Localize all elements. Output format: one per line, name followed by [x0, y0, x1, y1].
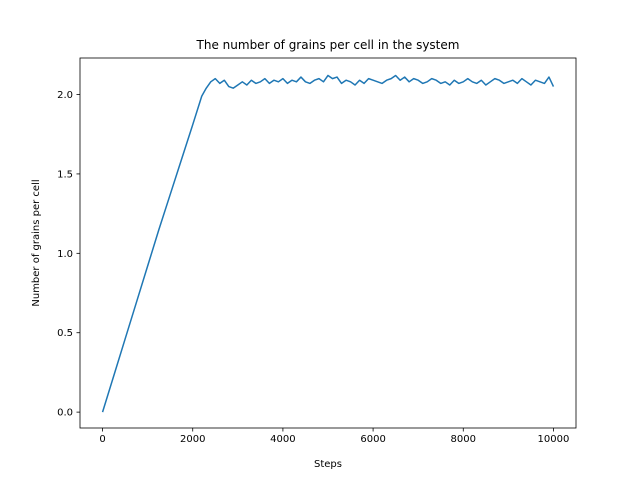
x-axis-label: Steps [314, 459, 342, 470]
x-tick-label: 6000 [360, 434, 385, 445]
y-tick-label: 1.5 [57, 169, 73, 180]
x-axis-ticks: 0 2000 4000 6000 8000 10000 [99, 428, 569, 445]
y-axis-label: Number of grains per cell [31, 179, 42, 306]
x-tick-label: 2000 [180, 434, 205, 445]
y-tick-label: 1.0 [57, 249, 73, 260]
series-line-0 [101, 74, 555, 413]
plot-area [101, 74, 555, 413]
y-axis-ticks: 0.0 0.5 1.0 1.5 2.0 [57, 90, 80, 419]
y-tick-label: 0.0 [57, 408, 73, 419]
axes-frame [79, 57, 577, 429]
x-tick-label: 4000 [270, 434, 295, 445]
chart-title: The number of grains per cell in the sys… [196, 38, 460, 52]
y-tick-label: 2.0 [57, 90, 73, 101]
y-tick-label: 0.5 [57, 328, 73, 339]
x-tick-label: 10000 [538, 434, 570, 445]
x-tick-label: 8000 [451, 434, 476, 445]
x-tick-label: 0 [99, 434, 105, 445]
